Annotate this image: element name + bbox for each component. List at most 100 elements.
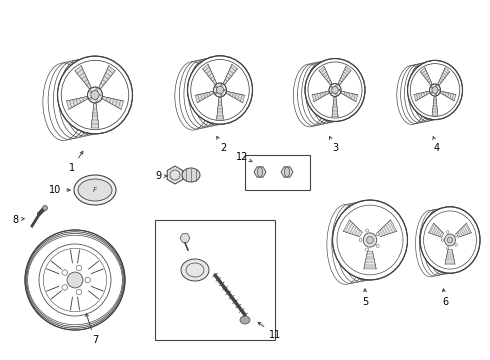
Text: 9: 9 [155,171,167,181]
Text: 12: 12 [236,152,252,162]
Ellipse shape [336,85,337,86]
Text: 11: 11 [258,322,281,340]
Ellipse shape [62,270,68,275]
Ellipse shape [439,89,440,91]
Polygon shape [414,91,430,101]
Text: 10: 10 [49,185,70,195]
Ellipse shape [90,98,92,99]
Polygon shape [254,167,266,177]
Polygon shape [195,91,214,103]
Ellipse shape [43,206,48,211]
Text: 6: 6 [442,289,448,307]
Text: 5: 5 [362,289,368,307]
Ellipse shape [331,86,332,88]
Polygon shape [378,220,397,237]
Text: F: F [93,187,97,193]
Polygon shape [91,104,99,128]
Polygon shape [438,68,450,85]
Polygon shape [456,223,471,237]
Ellipse shape [366,229,368,232]
Ellipse shape [430,84,441,96]
Ellipse shape [214,83,226,97]
Ellipse shape [216,92,217,94]
Ellipse shape [220,94,222,96]
Ellipse shape [455,244,457,246]
Polygon shape [281,167,293,177]
Ellipse shape [96,100,98,102]
Ellipse shape [216,86,217,88]
Ellipse shape [366,248,368,251]
Ellipse shape [408,60,463,120]
Ellipse shape [436,85,437,86]
Ellipse shape [436,94,437,95]
Ellipse shape [332,86,338,94]
Ellipse shape [420,207,480,273]
Polygon shape [167,166,183,184]
Polygon shape [180,234,190,242]
Ellipse shape [363,233,377,247]
Polygon shape [312,91,329,102]
Polygon shape [75,66,91,89]
Ellipse shape [285,167,290,177]
Ellipse shape [446,247,449,249]
Ellipse shape [447,237,453,243]
Polygon shape [420,68,432,85]
Ellipse shape [455,234,457,237]
Polygon shape [67,96,88,109]
Polygon shape [319,66,332,85]
Polygon shape [364,251,376,269]
Ellipse shape [90,91,92,93]
Polygon shape [223,64,237,84]
Ellipse shape [305,59,365,121]
Ellipse shape [39,244,111,316]
Ellipse shape [240,316,250,324]
Ellipse shape [432,87,438,93]
Ellipse shape [188,56,252,124]
Polygon shape [332,97,338,117]
Ellipse shape [331,92,332,94]
Ellipse shape [78,179,112,201]
Text: 1: 1 [69,151,83,173]
Ellipse shape [444,234,455,246]
Ellipse shape [96,89,98,90]
Polygon shape [226,91,245,103]
Ellipse shape [88,87,102,103]
Ellipse shape [441,239,443,241]
Ellipse shape [376,244,379,247]
Ellipse shape [333,200,408,280]
Polygon shape [343,220,362,237]
Text: 4: 4 [433,137,440,153]
Ellipse shape [85,277,91,283]
Text: 2: 2 [217,136,226,153]
Ellipse shape [258,167,263,177]
Ellipse shape [359,238,362,242]
Ellipse shape [431,87,432,88]
Ellipse shape [336,94,337,95]
Polygon shape [203,64,217,84]
Ellipse shape [74,175,116,205]
Bar [245,155,310,190]
Ellipse shape [182,168,200,182]
Polygon shape [429,223,443,237]
Ellipse shape [62,285,68,290]
Polygon shape [102,96,123,109]
Polygon shape [338,66,351,85]
Text: 7: 7 [86,314,98,345]
Ellipse shape [99,94,101,96]
Text: 8: 8 [12,215,24,225]
Ellipse shape [76,265,82,271]
Bar [155,220,275,340]
Ellipse shape [220,84,222,86]
Polygon shape [341,91,358,102]
Ellipse shape [446,231,449,233]
Ellipse shape [367,237,373,244]
Ellipse shape [181,259,209,281]
Polygon shape [99,66,115,89]
Ellipse shape [91,91,99,99]
Ellipse shape [76,289,82,295]
Ellipse shape [67,272,83,288]
Polygon shape [432,96,438,115]
Ellipse shape [339,89,340,91]
Ellipse shape [431,92,432,93]
Ellipse shape [217,86,223,94]
